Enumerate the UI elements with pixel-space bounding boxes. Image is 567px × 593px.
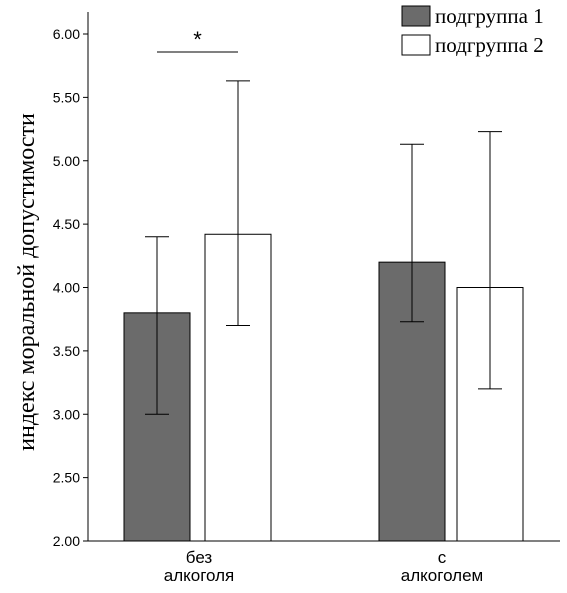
y-tick-label: 3.00 <box>53 406 80 422</box>
legend-swatch-2 <box>401 34 431 56</box>
x-axis-categories: без алкоголя с алкоголем <box>164 548 483 585</box>
y-tick-label: 3.50 <box>53 343 80 359</box>
y-axis-label: индекс моральной допустимости <box>14 113 40 451</box>
bars <box>123 233 524 542</box>
y-tick-label: 6.00 <box>53 26 80 42</box>
y-tick-label: 5.50 <box>53 89 80 105</box>
significance-star: * <box>193 27 202 52</box>
x-category-label: с алкоголем <box>401 548 483 585</box>
y-tick-label: 4.50 <box>53 216 80 232</box>
legend-swatch-1 <box>401 5 431 27</box>
legend: подгруппа 1 подгруппа 2 <box>401 4 544 57</box>
x-category-label: без алкоголя <box>164 548 235 585</box>
bar-2-1 <box>204 233 272 542</box>
significance-marker: * <box>157 27 238 53</box>
y-tick-label: 4.00 <box>53 280 80 296</box>
y-tick-label: 5.00 <box>53 153 80 169</box>
legend-label-2: подгруппа 2 <box>435 33 544 57</box>
legend-label-1: подгруппа 1 <box>435 4 544 28</box>
y-axis: 2.00 2.50 3.00 3.50 4.00 4.50 5.00 5.50 6.00 <box>53 12 560 549</box>
y-tick-label: 2.50 <box>53 470 80 486</box>
error-bars <box>145 80 502 415</box>
y-tick-label: 2.00 <box>53 533 80 549</box>
